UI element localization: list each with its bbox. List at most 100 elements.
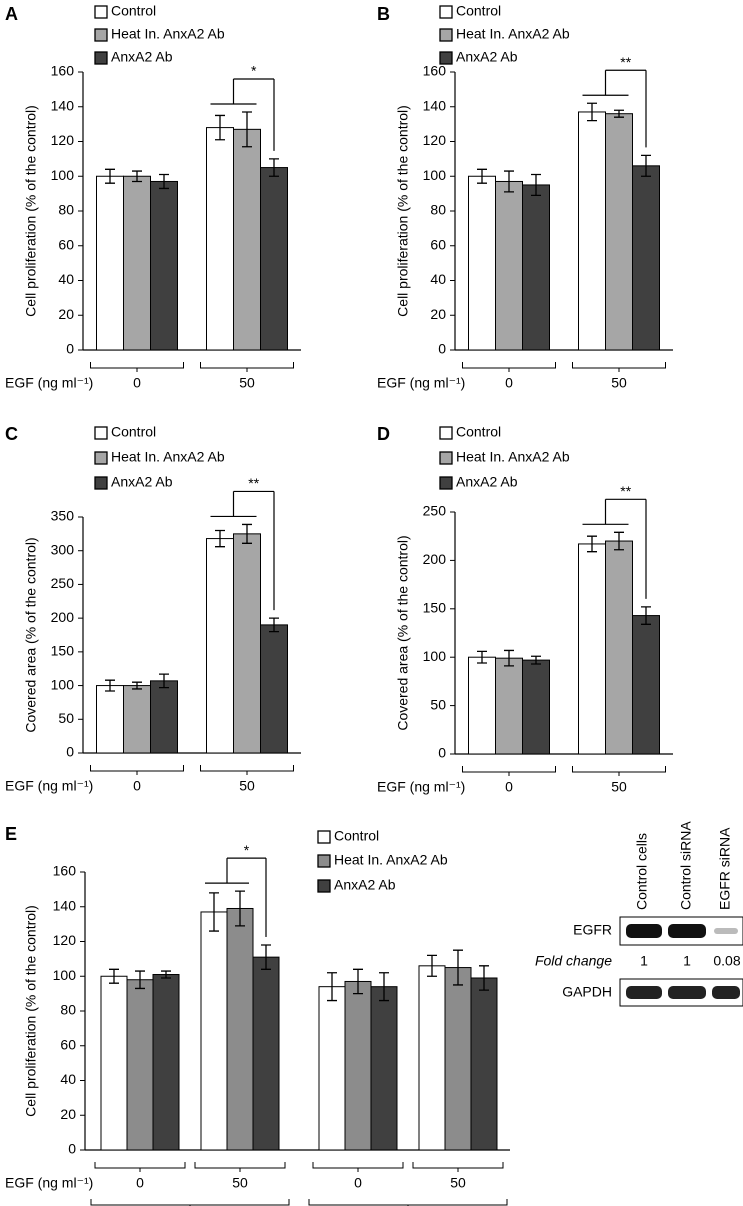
fold-change-label: Fold change <box>535 953 612 969</box>
x-tick-label: 50 <box>232 1175 248 1191</box>
x-tick-label: 50 <box>611 779 627 795</box>
error-bar <box>105 679 115 692</box>
legend-swatch <box>94 451 108 465</box>
row-label: GAPDH <box>562 984 612 1000</box>
band <box>668 924 706 938</box>
legend-label: Heat In. AnxA2 Ab <box>111 449 225 465</box>
legend-swatch <box>94 426 108 440</box>
x-axis-label: EGF (ng ml⁻¹) <box>377 375 465 391</box>
legend-label: Heat In. AnxA2 Ab <box>456 26 570 42</box>
bar <box>578 543 606 755</box>
band <box>668 986 706 999</box>
legend-swatch <box>94 476 108 490</box>
bar <box>123 175 151 351</box>
bar <box>370 986 398 1151</box>
error-bar <box>614 109 624 118</box>
y-tick-label: 200 <box>423 551 447 567</box>
y-tick-label: 100 <box>53 967 77 983</box>
error-bar <box>379 972 389 1002</box>
group-brace <box>90 1199 290 1206</box>
y-tick-label: 140 <box>51 97 75 113</box>
x-tick-label: 50 <box>239 778 255 794</box>
y-tick-label: 50 <box>58 710 74 726</box>
y-axis-label: Cell proliferation (% of the control) <box>23 105 39 317</box>
legend-label: Control <box>111 3 156 19</box>
y-tick-label: 60 <box>60 1036 76 1052</box>
bar <box>260 624 288 754</box>
bar <box>318 986 346 1151</box>
legend-label: AnxA2 Ab <box>456 49 518 65</box>
y-tick-label: 80 <box>58 202 74 218</box>
significance: * <box>244 842 250 858</box>
legend-swatch <box>317 830 331 844</box>
legend-label: AnxA2 Ab <box>334 877 396 893</box>
y-tick-label: 40 <box>58 271 74 287</box>
y-tick-label: 20 <box>58 306 74 322</box>
lane-label: Control cells <box>634 833 650 910</box>
legend-swatch <box>94 28 108 42</box>
bar <box>632 165 660 351</box>
legend-swatch <box>94 5 108 19</box>
bar <box>96 685 124 754</box>
legend-label: Heat In. AnxA2 Ab <box>456 449 570 465</box>
bar <box>344 980 372 1151</box>
y-tick-label: 80 <box>430 202 446 218</box>
error-bar <box>242 111 252 148</box>
y-tick-label: 80 <box>60 1002 76 1018</box>
x-tick-label: 0 <box>136 1175 144 1191</box>
bar <box>632 615 660 755</box>
error-bar <box>242 523 252 544</box>
y-tick-label: 0 <box>66 744 74 760</box>
error-bar <box>159 673 169 689</box>
y-tick-label: 160 <box>51 63 75 79</box>
error-bar <box>641 606 651 625</box>
category-brace <box>194 1162 286 1172</box>
legend-label: Control <box>111 424 156 440</box>
bar <box>206 538 234 754</box>
category-brace <box>412 1162 504 1172</box>
error-bar <box>132 170 142 183</box>
bar <box>578 111 606 351</box>
error-bar <box>215 529 225 548</box>
y-tick-label: 100 <box>51 676 75 692</box>
legend-label: Control <box>456 424 501 440</box>
bar <box>495 657 523 755</box>
band <box>626 986 662 999</box>
fold-change: 0.08 <box>713 953 740 969</box>
error-bar <box>109 968 119 984</box>
error-bar <box>269 158 279 177</box>
y-tick-label: 40 <box>60 1071 76 1087</box>
bar <box>468 656 496 755</box>
error-bar <box>327 972 337 1002</box>
band <box>626 924 662 938</box>
bar <box>206 127 234 351</box>
y-axis-label: Covered area (% of the control) <box>395 535 411 730</box>
band <box>714 928 738 934</box>
x-axis-label: EGF (ng ml⁻¹) <box>5 778 93 794</box>
legend-swatch <box>439 51 453 65</box>
bar <box>233 533 261 754</box>
bar <box>495 180 523 351</box>
y-tick-label: 350 <box>51 508 75 524</box>
bar <box>605 540 633 755</box>
category-brace <box>200 765 294 775</box>
x-tick-label: 0 <box>133 375 141 391</box>
y-tick-label: 250 <box>423 503 447 519</box>
bar <box>152 974 180 1151</box>
error-bar <box>453 949 463 986</box>
category-brace <box>90 765 184 775</box>
panel-letter: D <box>377 424 390 444</box>
bar <box>200 911 228 1151</box>
x-axis-label: EGF (ng ml⁻¹) <box>377 779 465 795</box>
y-tick-label: 20 <box>60 1106 76 1122</box>
y-tick-label: 140 <box>423 97 447 113</box>
significance: ** <box>620 54 631 70</box>
error-bar <box>209 892 219 932</box>
y-tick-label: 100 <box>51 167 75 183</box>
bar <box>150 680 178 754</box>
x-tick-label: 0 <box>505 375 513 391</box>
y-tick-label: 0 <box>68 1141 76 1157</box>
bar <box>522 184 550 351</box>
y-tick-label: 160 <box>423 63 447 79</box>
bar <box>418 965 446 1151</box>
